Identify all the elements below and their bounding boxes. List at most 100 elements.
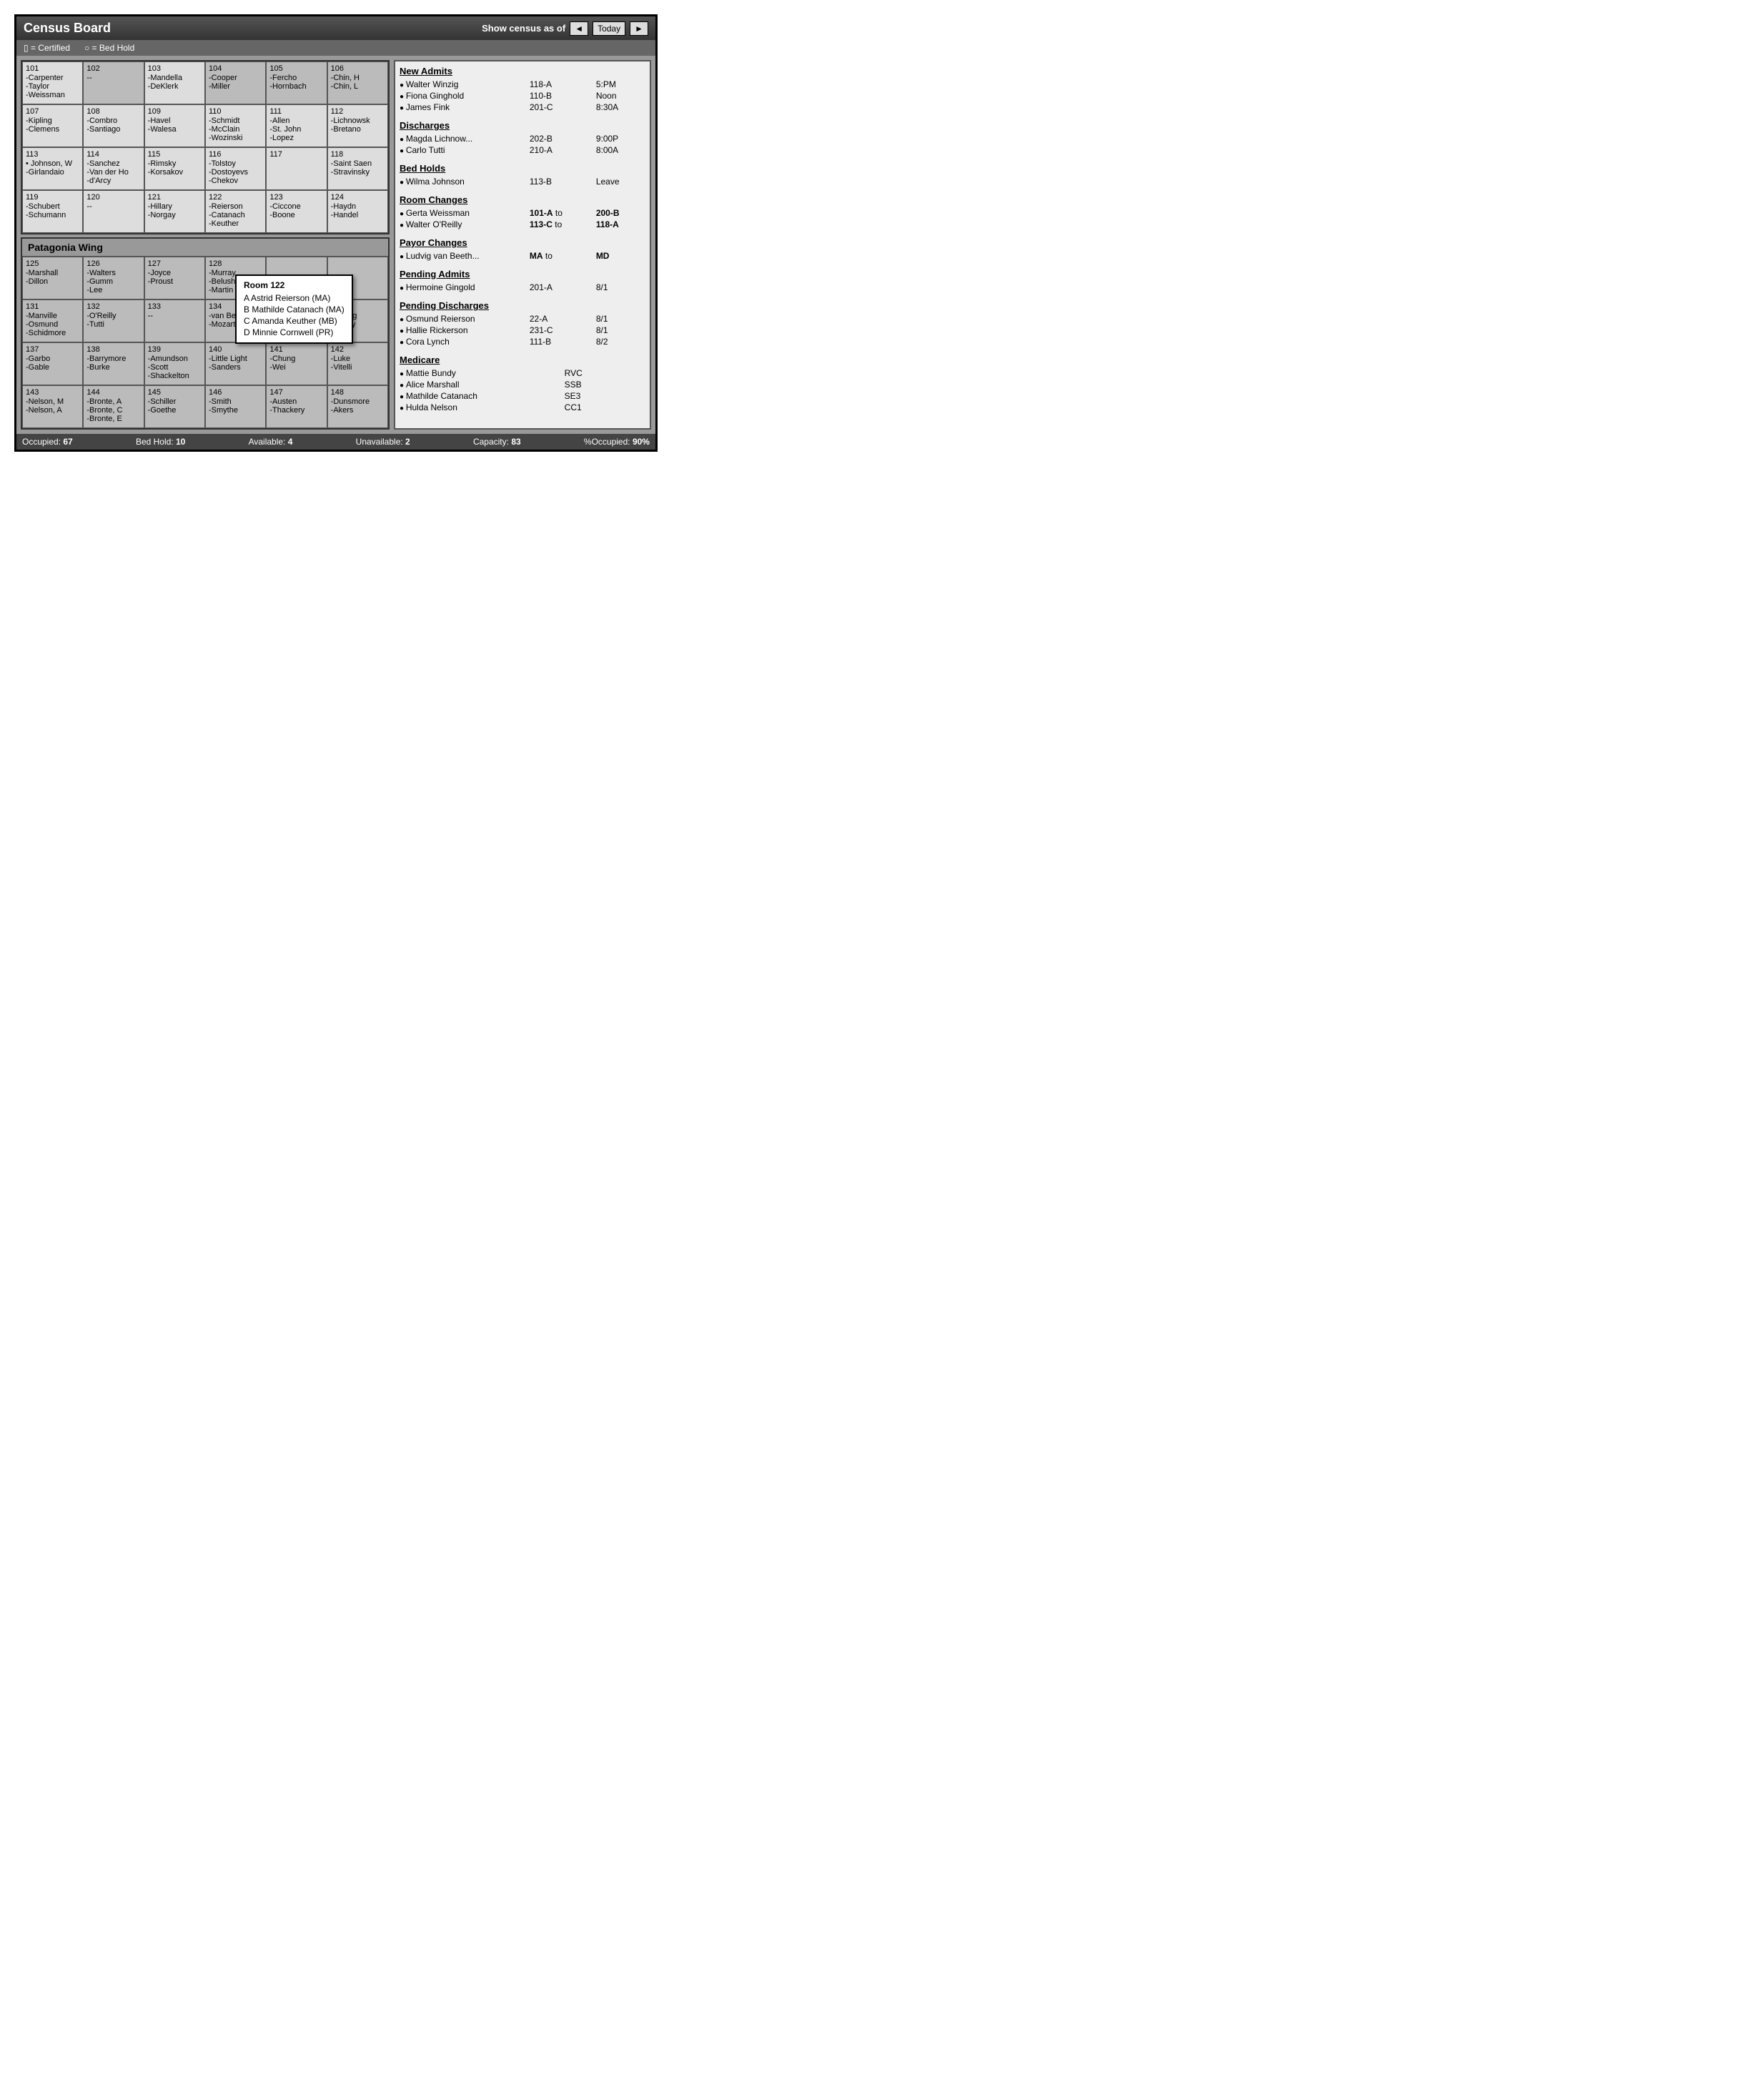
room-cell[interactable]: 105-Fercho-Hornbach [266,61,327,104]
row-name: Carlo Tutti [400,145,527,155]
room-cell[interactable]: 106-Chin, H-Chin, L [327,61,388,104]
section-row[interactable]: James Fink201-C8:30A [400,101,645,113]
room-cell[interactable]: 137-Garbo-Gable [22,342,83,385]
room-cell[interactable]: 123-Ciccone-Boone [266,190,327,233]
room-cell[interactable]: 113• Johnson, W-Girlandaio [22,147,83,190]
room-cell[interactable]: 124-Haydn-Handel [327,190,388,233]
patient-name: -Catanach [209,211,262,219]
section-row[interactable]: Walter O'Reilly113-C to118-A [400,219,645,230]
row-name: Hulda Nelson [400,402,562,412]
patient-name: -Tutti [86,320,140,329]
room-cell[interactable]: 109-Havel-Walesa [144,104,205,147]
room-cell[interactable]: 118-Saint Saen-Stravinsky [327,147,388,190]
room-cell[interactable]: 147-Austen-Thackery [266,385,327,428]
room-cell[interactable]: 119-Schubert-Schumann [22,190,83,233]
row-time: 8/1 [596,325,645,335]
room-number: 114 [86,150,140,159]
today-button[interactable]: Today [593,21,625,36]
room-cell[interactable]: 120-- [83,190,144,233]
room-cell[interactable]: 102-- [83,61,144,104]
room-cell[interactable]: 116-Tolstoy-Dostoyevs-Chekov [205,147,266,190]
patient-name: -Girlandaio [26,168,79,177]
room-cell[interactable]: 141-Chung-Wei [266,342,327,385]
section-row[interactable]: Fiona Ginghold110-BNoon [400,90,645,101]
patient-name: -Norgay [148,211,202,219]
legend-certified: ▯ = Certified [24,43,70,53]
room-cell[interactable]: 111-Allen-St. John-Lopez [266,104,327,147]
section-row[interactable]: Walter Winzig118-A5:PM [400,79,645,90]
patient-name: -Dillon [26,277,79,286]
room-cell[interactable]: 107-Kipling-Clemens [22,104,83,147]
room-cell[interactable]: 131-Manville-Osmund-Schidmore [22,299,83,342]
room-number: 138 [86,345,140,354]
row-loc: 22-A [530,314,593,324]
patient-name: -Nelson, M [26,397,79,406]
patient-name: -Schumann [26,211,79,219]
patient-name: -Wozinski [209,134,262,142]
patient-name: -Vitelli [331,363,385,372]
room-cell[interactable]: 145-Schiller-Goethe [144,385,205,428]
next-day-button[interactable]: ► [630,21,648,36]
room-cell[interactable]: 121-Hillary-Norgay [144,190,205,233]
room-cell[interactable]: 114-Sanchez-Van der Ho-d'Arcy [83,147,144,190]
row-loc: 231-C [530,325,593,335]
patient-name: -Clemens [26,125,79,134]
section-row[interactable]: Hermoine Gingold201-A8/1 [400,282,645,293]
row-time: 8:00A [596,145,645,155]
room-cell[interactable]: 126-Walters-Gumm-Lee [83,257,144,299]
room-cell[interactable]: 103-Mandella-DeKlerk [144,61,205,104]
room-cell[interactable]: 139-Amundson-Scott-Shackelton [144,342,205,385]
room-cell[interactable]: 138-Barrymore-Burke [83,342,144,385]
room-cell[interactable]: 127-Joyce-Proust [144,257,205,299]
room-cell[interactable]: 101-Carpenter-Taylor-Weissman [22,61,83,104]
room-number: 119 [26,193,79,202]
room-cell[interactable]: 104-Cooper-Miller [205,61,266,104]
section-title: Medicare [400,355,645,365]
patient-name: -Saint Saen [331,159,385,168]
room-cell[interactable]: 110-Schmidt-McClain-Wozinski [205,104,266,147]
patient-name: -Santiago [86,125,140,134]
row-from: MA to [530,251,593,261]
prev-day-button[interactable]: ◄ [570,21,588,36]
room-cell[interactable]: 144-Bronte, A-Bronte, C-Bronte, E [83,385,144,428]
room-cell[interactable]: 115-Rimsky-Korsakov [144,147,205,190]
room-number: 118 [331,150,385,159]
patient-name: -Mandella [148,74,202,82]
section-row[interactable]: Mathilde CatanachSE3 [400,390,645,402]
room-number: 137 [26,345,79,354]
status-unavailable: Unavailable: 2 [356,437,410,447]
section-row[interactable]: Carlo Tutti210-A8:00A [400,144,645,156]
room-cell[interactable]: 140-Little Light-Sanders [205,342,266,385]
patient-name: -Osmund [26,320,79,329]
room-cell[interactable]: 125-Marshall-Dillon [22,257,83,299]
section-row[interactable]: Hulda NelsonCC1 [400,402,645,413]
section-row[interactable]: Alice MarshallSSB [400,379,645,390]
room-cell[interactable]: 117 [266,147,327,190]
room-cell[interactable]: 133-- [144,299,205,342]
room-cell[interactable]: 143-Nelson, M-Nelson, A [22,385,83,428]
patient-name: -Lee [86,286,140,294]
room-number: 101 [26,64,79,73]
room-grid: 101-Carpenter-Taylor-Weissman102--103-Ma… [22,61,388,233]
room-number: 104 [209,64,262,73]
room-cell[interactable]: 108-Combro-Santiago [83,104,144,147]
room-cell[interactable]: 112-Lichnowsk-Bretano [327,104,388,147]
row-val: CC1 [565,402,645,412]
section-row[interactable]: Mattie BundyRVC [400,367,645,379]
room-number: 107 [26,107,79,116]
tooltip-title: Room 122 [244,280,345,290]
section-row[interactable]: Magda Lichnow...202-B9:00P [400,133,645,144]
section-row[interactable]: Wilma Johnson113-BLeave [400,176,645,187]
room-cell[interactable]: 146-Smith-Smythe [205,385,266,428]
section-row[interactable]: Osmund Reierson22-A8/1 [400,313,645,325]
room-cell[interactable]: 132-O'Reilly-Tutti [83,299,144,342]
room-cell[interactable]: 148-Dunsmore-Akers [327,385,388,428]
section-row[interactable]: Cora Lynch111-B8/2 [400,336,645,347]
section-row[interactable]: Gerta Weissman101-A to200-B [400,207,645,219]
row-name: Walter O'Reilly [400,219,527,229]
section-row[interactable]: Hallie Rickerson231-C8/1 [400,325,645,336]
room-cell[interactable]: 142-Luke-Vitelli [327,342,388,385]
room-cell[interactable]: 122-Reierson-Catanach-Keuther [205,190,266,233]
sidebar-section: Pending AdmitsHermoine Gingold201-A8/1 [400,269,645,293]
section-row[interactable]: Ludvig van Beeth...MA toMD [400,250,645,262]
